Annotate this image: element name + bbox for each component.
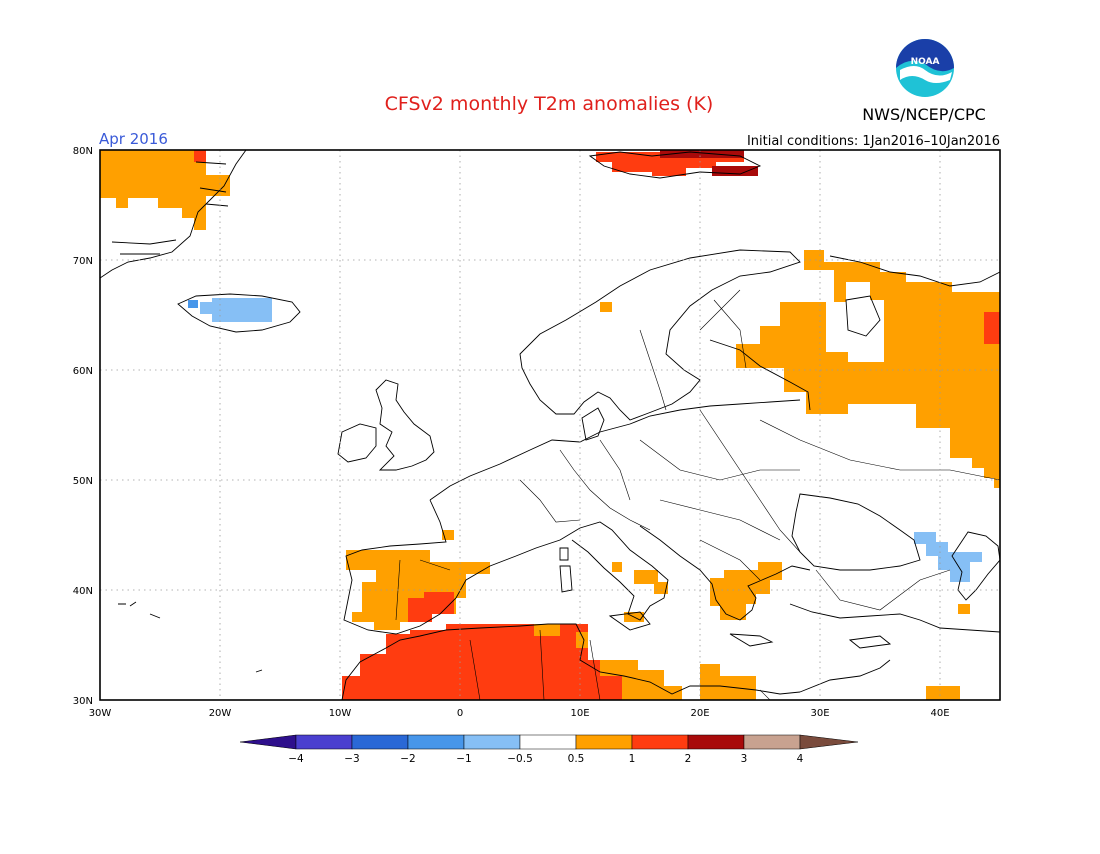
logo-text: NOAA: [911, 57, 940, 67]
lat-tick: 50N: [73, 476, 93, 487]
lon-tick: 40E: [930, 708, 949, 719]
colorbar-upper-arrow: [799, 734, 859, 750]
anomaly-greenland: [100, 150, 230, 230]
anomaly-greece: [710, 562, 782, 620]
graticule: [100, 150, 1000, 700]
anomaly-france-spot: [442, 530, 454, 540]
map-area: [99, 149, 1001, 701]
anomaly-fill-layer: [100, 150, 1000, 700]
initial-conditions: Initial conditions: 1Jan2016–10Jan2016: [747, 134, 1000, 149]
colorbar-tick: −4: [288, 753, 304, 765]
lon-tick: 0: [457, 708, 463, 719]
anomaly-caucasus: [914, 532, 982, 582]
lon-tick: 10W: [329, 708, 352, 719]
colorbar-tick: 3: [741, 753, 748, 765]
lon-tick: 20E: [690, 708, 709, 719]
colorbar-swatch: [463, 734, 521, 750]
anomaly-russia-red: [984, 312, 1000, 344]
lon-tick: 30W: [89, 708, 112, 719]
longitude-axis: 30W 20W 10W 0 10E 20E 30E 40E: [89, 708, 950, 719]
lat-tick: 30N: [73, 696, 93, 707]
colorbar-tick: −2: [400, 753, 415, 765]
lat-tick: 40N: [73, 586, 93, 597]
coastline-layer: [100, 150, 1000, 700]
agency-label: NWS/NCEP/CPC: [862, 105, 986, 124]
anomaly-svalbard-dark: [660, 150, 744, 158]
colorbar-swatch: [631, 734, 689, 750]
anomaly-italy: [612, 562, 668, 622]
colorbar-tick: −0.5: [507, 753, 533, 765]
anomaly-north-africa: [342, 624, 622, 700]
colorbar-tick: −1: [456, 753, 471, 765]
anomaly-russia: [736, 250, 1000, 488]
colorbar-tick: 0.5: [568, 753, 585, 765]
chart-title: CFSv2 monthly T2m anomalies (K): [385, 93, 714, 115]
anomaly-spain-red: [408, 592, 454, 622]
colorbar: −4 −3 −2 −1 −0.5 0.5 1 2 3 4: [239, 734, 859, 765]
anomaly-turkey-spot: [958, 604, 970, 614]
colorbar-tick: 2: [685, 753, 692, 765]
colorbar-swatch: [519, 734, 577, 750]
colorbar-swatch: [295, 734, 353, 750]
valid-month: Apr 2016: [99, 130, 168, 148]
colorbar-swatch: [687, 734, 745, 750]
colorbar-tick: 1: [629, 753, 636, 765]
lon-tick: 10E: [570, 708, 589, 719]
lat-tick: 70N: [73, 256, 93, 267]
latitude-axis: 80N 70N 60N 50N 40N 30N: [73, 146, 93, 707]
colorbar-swatch: [743, 734, 801, 750]
colorbar-lower-arrow: [239, 734, 297, 750]
anomaly-north-africa-orange: [534, 624, 960, 700]
anomaly-iceland-dark: [188, 300, 198, 308]
colorbar-swatch: [407, 734, 465, 750]
lon-tick: 30E: [810, 708, 829, 719]
anomaly-norway-spot: [600, 302, 612, 312]
anomaly-iceland: [200, 298, 272, 322]
lon-tick: 20W: [209, 708, 232, 719]
map-frame: [99, 149, 1001, 701]
colorbar-swatch: [351, 734, 409, 750]
lat-tick: 80N: [73, 146, 93, 157]
colorbar-swatch: [575, 734, 633, 750]
anomaly-svalbard-dark-2: [712, 166, 758, 176]
colorbar-tick: −3: [344, 753, 359, 765]
lat-tick: 60N: [73, 366, 93, 377]
noaa-logo: NOAA: [896, 39, 954, 97]
colorbar-tick: 4: [797, 753, 804, 765]
anomaly-greenland-red: [194, 150, 206, 162]
